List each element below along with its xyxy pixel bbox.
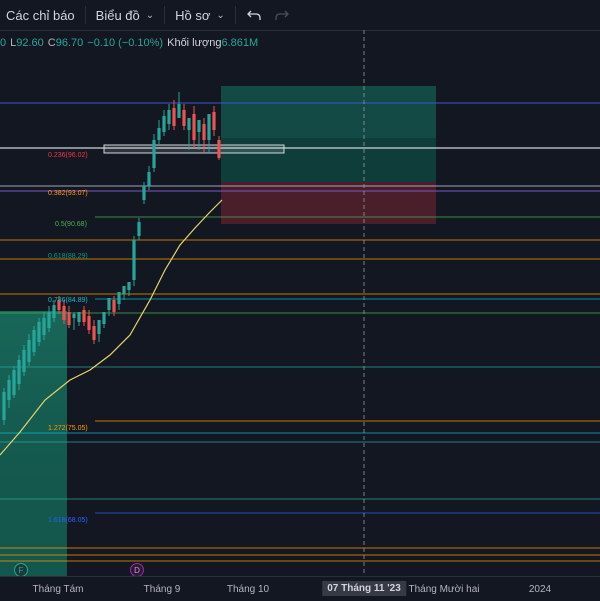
ohlc-legend: 0 L92.60 C96.70 −0.10 (−0.10%) Khối lượng6.8… <box>0 37 262 49</box>
candle-body[interactable] <box>127 282 131 290</box>
candle-body[interactable] <box>192 114 196 140</box>
candlestick-series[interactable] <box>2 92 221 425</box>
candle-body[interactable] <box>122 286 126 294</box>
time-axis[interactable]: Tháng Tám Tháng 9 Tháng 10 07 Tháng 11 '… <box>0 576 600 601</box>
candle-body[interactable] <box>162 116 166 132</box>
profile-menu-button[interactable]: Hồ sơ ⌄ <box>169 0 231 30</box>
time-tick-sep: Tháng 9 <box>143 584 181 595</box>
candle-body[interactable] <box>102 312 106 324</box>
toolbar-divider <box>164 6 166 24</box>
time-tick-2024: 2024 <box>528 584 552 595</box>
candle-body[interactable] <box>97 320 101 334</box>
candle-body[interactable] <box>147 172 151 186</box>
chart-menu-button[interactable]: Biểu đồ ⌄ <box>90 0 160 30</box>
legend-close-label: C <box>47 37 56 49</box>
legend-low-value: 92.60 <box>16 37 44 49</box>
candle-body[interactable] <box>202 124 206 140</box>
legend-volume-value: 6.861M <box>221 37 259 49</box>
legend-close-value: 96.70 <box>55 37 84 49</box>
profit-zone-top <box>221 86 436 138</box>
candle-body[interactable] <box>137 222 141 236</box>
loss-zone[interactable] <box>221 182 436 224</box>
redo-button[interactable] <box>268 0 296 30</box>
candle-body[interactable] <box>72 314 76 318</box>
redo-icon <box>275 10 289 20</box>
event-marker-d-label: D <box>134 565 140 575</box>
undo-button[interactable] <box>240 0 268 30</box>
event-marker-f-label: F <box>18 565 24 575</box>
candle-body[interactable] <box>67 312 71 325</box>
candle-body[interactable] <box>42 318 46 335</box>
candle-body[interactable] <box>52 305 56 318</box>
legend-open-fragment: 0 <box>0 37 7 49</box>
candle-body[interactable] <box>87 316 91 330</box>
fib-label-1618: 1.618(68.05) <box>48 517 88 524</box>
time-tick-oct: Tháng 10 <box>226 584 270 595</box>
candle-body[interactable] <box>92 326 96 340</box>
candle-body[interactable] <box>27 340 31 362</box>
candle-body[interactable] <box>207 114 211 140</box>
chevron-down-icon: ⌄ <box>145 9 155 21</box>
legend-low-label: L <box>10 37 17 49</box>
moving-average-line[interactable] <box>0 199 223 456</box>
candle-body[interactable] <box>22 350 26 372</box>
fib-label-05: 0.5(90.68) <box>55 221 87 228</box>
candle-body[interactable] <box>2 392 6 420</box>
candle-body[interactable] <box>182 110 186 126</box>
time-tick-dec: Tháng Mười hai <box>408 584 480 595</box>
candle-body[interactable] <box>107 298 111 310</box>
top-toolbar: Các chỉ báo Biểu đồ ⌄ Hồ sơ ⌄ <box>0 0 600 31</box>
chart-menu-label: Biểu đồ <box>95 7 140 23</box>
candle-body[interactable] <box>197 120 201 132</box>
candle-body[interactable] <box>157 128 161 140</box>
candle-body[interactable] <box>17 360 21 384</box>
candle-body[interactable] <box>32 330 36 352</box>
candle-body[interactable] <box>132 240 136 280</box>
indicators-label: Các chỉ báo <box>6 7 75 23</box>
toolbar-divider <box>234 6 236 24</box>
toolbar-divider <box>84 6 86 24</box>
legend-volume-label: Khối lượng <box>167 37 222 49</box>
fib-label-0236: 0.236(96.02) <box>48 152 88 159</box>
fib-label-1272: 1.272(75.05) <box>48 425 88 432</box>
candle-body[interactable] <box>7 380 11 400</box>
fib-label-0786: 0.786(84.89) <box>48 297 88 304</box>
rectangle-drawing-fill <box>104 145 284 153</box>
candle-body[interactable] <box>187 118 191 130</box>
time-tick-aug: Tháng Tám <box>32 584 84 595</box>
price-chart[interactable]: 0.236(96.02) 0.382(93.07) 0.5(90.68) 0.6… <box>0 30 600 576</box>
candle-body[interactable] <box>12 370 16 395</box>
event-marker-f[interactable]: F <box>14 563 28 577</box>
candle-body[interactable] <box>37 322 41 342</box>
candle-body[interactable] <box>177 104 181 118</box>
candle-body[interactable] <box>62 306 66 320</box>
candle-body[interactable] <box>217 140 221 158</box>
profile-menu-label: Hồ sơ <box>175 7 211 23</box>
candle-body[interactable] <box>117 292 121 304</box>
candle-body[interactable] <box>57 300 61 310</box>
chevron-down-icon: ⌄ <box>216 9 225 21</box>
crosshair-time-label: 07 Tháng 11 '23 <box>322 581 406 596</box>
fib-label-0382: 0.382(93.07) <box>48 190 88 197</box>
candle-body[interactable] <box>167 110 171 124</box>
candle-body[interactable] <box>152 140 156 168</box>
fib-label-0618: 0.618(88.29) <box>48 253 88 260</box>
candle-body[interactable] <box>77 312 81 322</box>
undo-icon <box>246 10 261 20</box>
candle-body[interactable] <box>82 310 86 322</box>
legend-change: −0.10 (−0.10%) <box>87 37 164 49</box>
candle-body[interactable] <box>112 300 116 312</box>
indicators-button[interactable]: Các chỉ báo <box>0 0 81 30</box>
candle-body[interactable] <box>212 112 216 130</box>
candle-body[interactable] <box>142 186 146 200</box>
candle-body[interactable] <box>172 108 176 126</box>
event-marker-d[interactable]: D <box>130 563 144 577</box>
candle-body[interactable] <box>47 312 51 328</box>
